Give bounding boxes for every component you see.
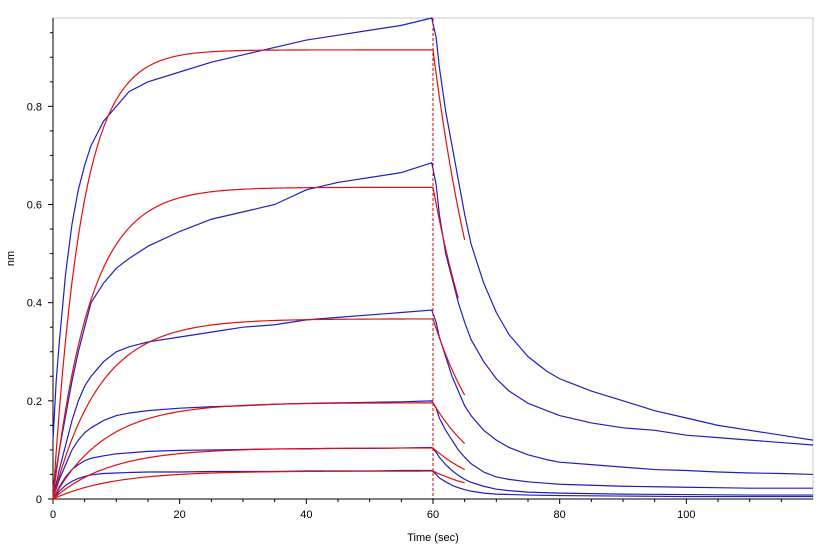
- measured-curve-0: [52, 17, 814, 441]
- x-tick-label: 20: [174, 509, 186, 521]
- fit-curve-9: [52, 402, 466, 500]
- x-tick-label: 0: [50, 509, 56, 521]
- measured-curve-1: [52, 162, 814, 490]
- x-tick-label: 60: [427, 509, 439, 521]
- x-axis-label: Time (sec): [407, 532, 459, 544]
- y-tick-label: 0.6: [27, 200, 42, 212]
- y-axis: 0 0.2 0.4 0.6 0.8: [27, 18, 54, 506]
- x-tick-label: 80: [554, 509, 566, 521]
- y-tick-label: 0.8: [27, 101, 42, 113]
- x-axis: 0 20 40 60 80 100: [50, 498, 813, 521]
- y-tick-label: 0.4: [27, 298, 42, 310]
- x-tick-label: 100: [677, 509, 695, 521]
- fit-curve-7: [52, 186, 459, 500]
- fit-curve-11: [52, 470, 465, 500]
- x-tick-label: 40: [300, 509, 312, 521]
- y-tick-label: 0: [36, 494, 42, 506]
- fit-curve-6: [52, 49, 466, 500]
- y-tick-label: 0.2: [27, 396, 42, 408]
- measured-curve-2: [52, 309, 814, 495]
- fit-curve-10: [52, 447, 465, 500]
- y-axis-label: nm: [5, 251, 17, 266]
- curves: [52, 17, 814, 500]
- fit-curve-8: [52, 318, 466, 500]
